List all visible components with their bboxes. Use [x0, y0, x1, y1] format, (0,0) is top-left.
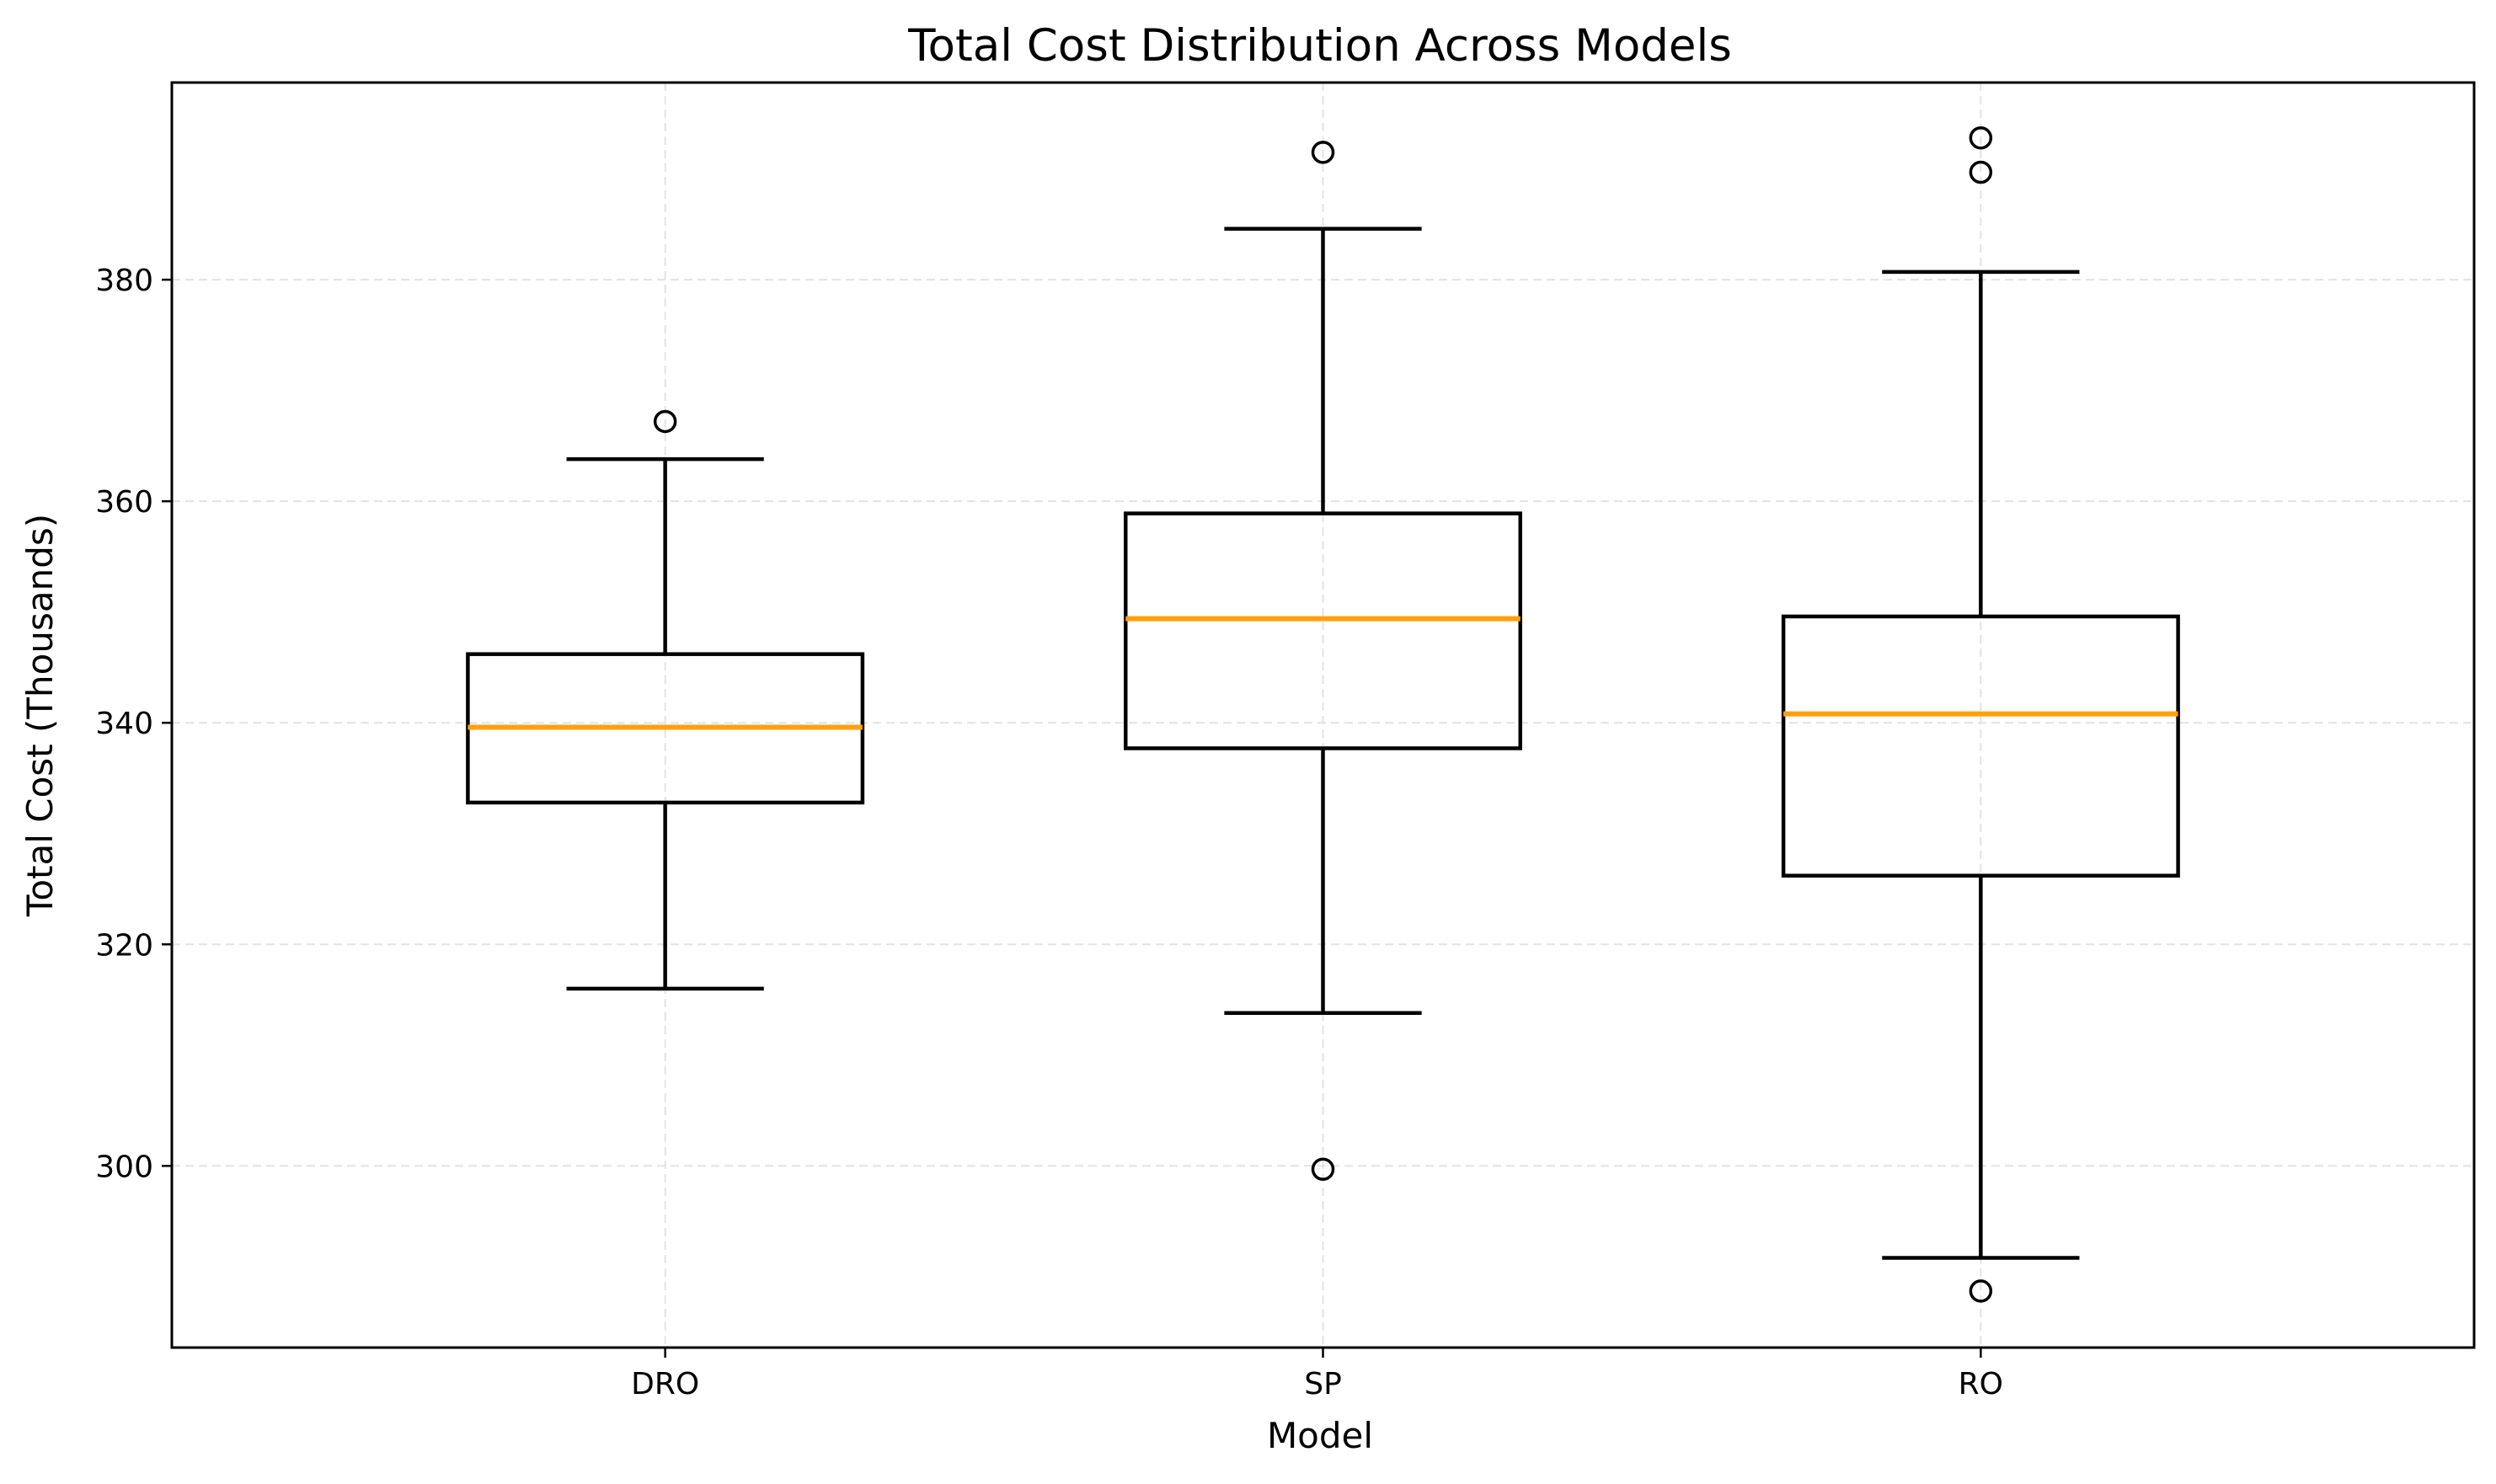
outlier-point [1969, 1279, 1993, 1303]
axis-ticks: 300 320 340 360 380 DRO SP RO [95, 264, 2003, 1401]
outlier-point [1969, 160, 1993, 184]
y-tick-label: 300 [95, 1150, 153, 1184]
y-axis-label: Total Cost (Thousands) [19, 514, 61, 917]
outlier-point [1311, 141, 1335, 164]
x-tick-label: RO [1959, 1367, 2003, 1401]
box-dro [466, 409, 865, 991]
y-tick-label: 360 [95, 485, 153, 520]
iqr-box [1781, 614, 2180, 878]
outlier-point [1969, 126, 1993, 150]
x-axis-label: Model [1267, 1415, 1373, 1456]
chart-title: Total Cost Distribution Across Models [907, 20, 1732, 72]
y-tick-label: 320 [95, 928, 153, 963]
x-tick-label: DRO [631, 1367, 699, 1401]
box-ro [1781, 126, 2180, 1303]
box-sp [1123, 141, 1523, 1181]
y-tick-label: 340 [95, 707, 153, 741]
y-tick-label: 380 [95, 264, 153, 298]
plot-marks [466, 126, 2180, 1303]
iqr-box [1123, 511, 1523, 750]
outlier-point [1311, 1157, 1335, 1181]
outlier-point [653, 409, 677, 434]
x-tick-label: SP [1304, 1367, 1342, 1401]
